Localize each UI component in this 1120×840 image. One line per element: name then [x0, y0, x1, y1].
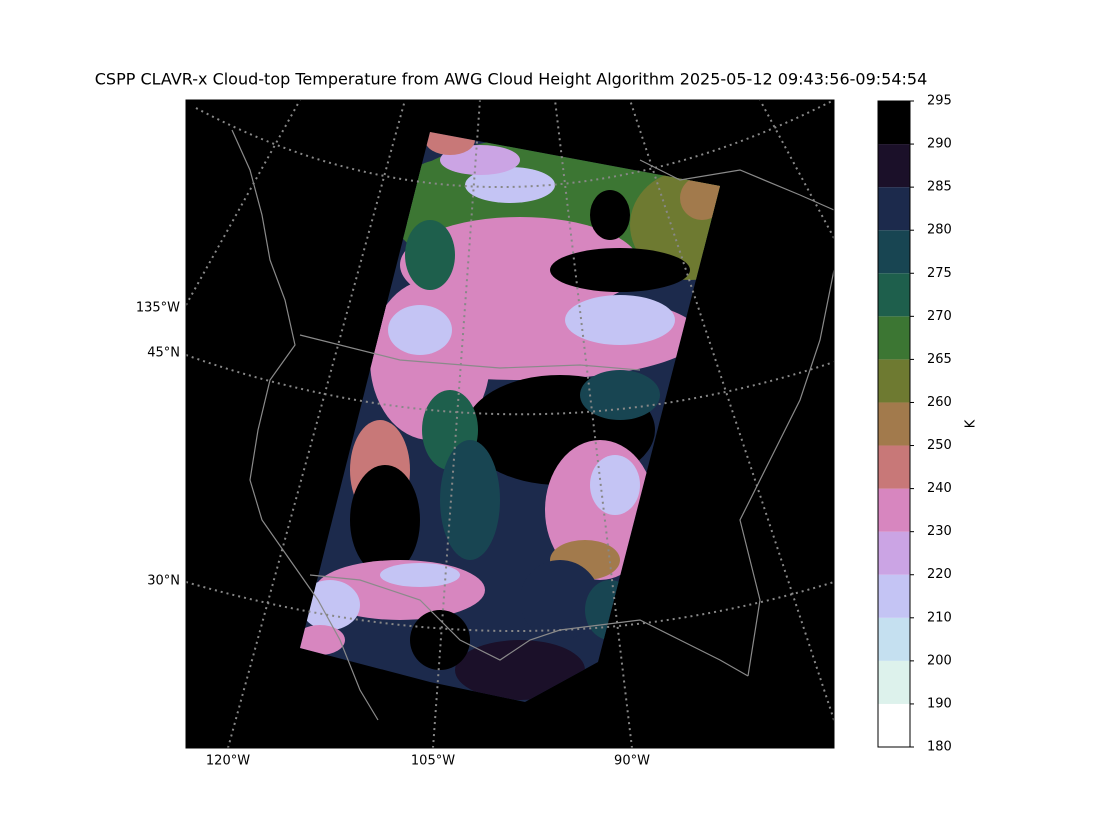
meridian: [629, 100, 834, 721]
colorbar-tick-label: 200: [927, 653, 952, 668]
colorbar-segment: [878, 660, 910, 704]
coastlines: [231, 129, 834, 721]
border: [299, 334, 641, 371]
colorbar-tick-label: 230: [927, 524, 952, 539]
cloud-region: [455, 640, 585, 700]
colorbar-tick-label: 180: [927, 740, 952, 755]
cloud-region: [680, 176, 720, 220]
meridian: [759, 100, 834, 239]
colorbar-segment: [878, 359, 910, 403]
cloud-region: [590, 190, 630, 240]
cloud-region: [388, 305, 452, 355]
parallel: [186, 354, 834, 416]
colorbar-tick-label: 260: [927, 395, 952, 410]
colorbar-segment: [878, 144, 910, 188]
colorbar-segment: [878, 316, 910, 360]
graticule: [186, 100, 834, 748]
cloud-region: [400, 217, 640, 313]
parallel: [195, 100, 834, 189]
colorbar-tick-label: 240: [927, 481, 952, 496]
lon-label: 105°W: [411, 754, 455, 769]
colorbar-tick-label: 250: [927, 438, 952, 453]
lat-lon-label: 135°W: [136, 301, 180, 316]
colorbar-segment: [878, 445, 910, 489]
cloud-region: [550, 248, 690, 292]
colorbar-tick-label: 285: [927, 180, 952, 195]
colorbar-segment: [878, 531, 910, 575]
lat-lon-label: 30°N: [147, 574, 180, 589]
colorbar-tick-label: 270: [927, 309, 952, 324]
parallel: [186, 581, 834, 632]
colorbar-tick-label: 280: [927, 223, 952, 238]
lon-label: 120°W: [206, 754, 250, 769]
west-coast: [231, 129, 379, 721]
colorbar-frame: [877, 100, 911, 748]
colorbar-segment: [878, 617, 910, 661]
cloud-region: [405, 220, 455, 290]
meridian: [554, 100, 633, 748]
cloud-region: [465, 167, 555, 203]
satellite-swath: [300, 132, 720, 702]
colorbar-segment: [878, 230, 910, 274]
north-coast: [639, 159, 834, 211]
colorbar-tick-label: 295: [927, 94, 952, 109]
east-coast: [739, 269, 834, 677]
colorbar-tick-label: 290: [927, 137, 952, 152]
colorbar-segment: [878, 273, 910, 317]
colorbar-tick-label: 220: [927, 567, 952, 582]
cloud-region: [440, 440, 500, 560]
meridian: [227, 100, 406, 748]
lat-lon-label: 45°N: [147, 346, 180, 361]
gulf-coast: [309, 574, 749, 677]
cloud-region: [580, 370, 660, 420]
lon-label: 90°W: [614, 754, 650, 769]
map-title: CSPP CLAVR-x Cloud-top Temperature from …: [95, 70, 928, 89]
map-area: [186, 100, 834, 748]
colorbar-segment: [878, 187, 910, 231]
meridian: [432, 100, 481, 748]
colorbar-tick-label: 210: [927, 610, 952, 625]
cloud-region: [565, 295, 675, 345]
colorbar-segment: [878, 101, 910, 145]
colorbar-segment: [878, 488, 910, 532]
map-frame: [185, 99, 835, 749]
colorbar-tick-label: 190: [927, 696, 952, 711]
colorbar-label: K: [964, 419, 979, 428]
cloud-region: [350, 465, 420, 575]
colorbar-tick-label: 265: [927, 352, 952, 367]
colorbar-tick-label: 275: [927, 266, 952, 281]
cloud-region: [400, 160, 480, 240]
cloud-region: [300, 625, 345, 655]
colorbar-segment: [878, 703, 910, 747]
cloud-region: [590, 455, 640, 515]
cloud-region: [520, 560, 600, 640]
cloud-region: [380, 563, 460, 587]
colorbar-segment: [878, 402, 910, 446]
colorbar-segment: [878, 574, 910, 618]
